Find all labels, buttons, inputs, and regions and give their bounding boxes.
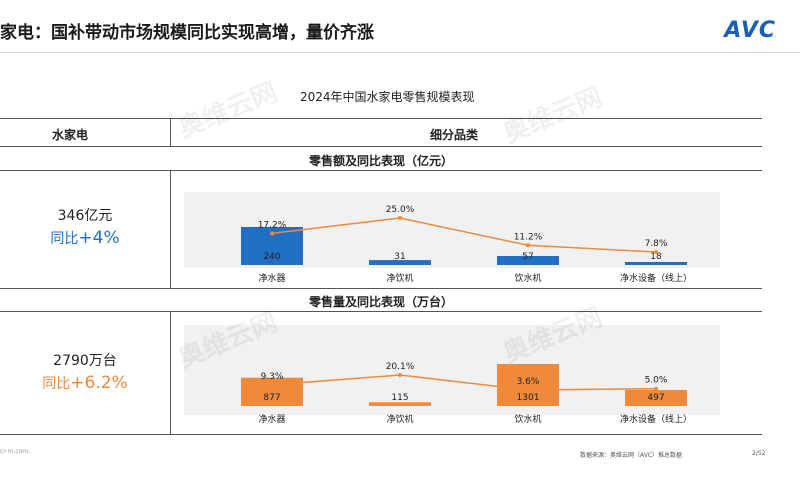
section-heading-sales-volume: 零售量及同比表现（万台）	[308, 295, 453, 309]
bar-value-label-4: 18	[650, 252, 662, 262]
footer-source: 数据来源：奥维云网（AVC）推总数据	[580, 452, 683, 459]
yoy-label-4: 7.8%	[645, 239, 668, 249]
page-number: 2/52	[752, 450, 766, 457]
table-bottom-rule	[0, 434, 762, 435]
bar-value-label-1: 877	[263, 393, 280, 403]
header-rule	[0, 146, 762, 147]
yoy-label-1: 9.3%	[261, 372, 284, 382]
category-label-1: 净水器	[258, 272, 285, 284]
yoy-growth-line	[271, 374, 657, 391]
section-heading-sales-value: 零售额及同比表现（亿元）	[308, 154, 453, 168]
sales-volume-yoy: 同比+6.2%	[0, 373, 170, 393]
bar-value-label-3: 1301	[517, 393, 540, 403]
header-column-divider	[170, 118, 171, 146]
bar-3	[497, 255, 559, 265]
yoy-point-2	[398, 216, 402, 220]
page-title: 家电：国补带动市场规模同比实现高增，量价齐涨	[0, 23, 374, 43]
bar-value-label-2: 115	[391, 393, 408, 403]
yoy-point-3	[526, 388, 530, 392]
bar-value-label-1: 240	[263, 252, 280, 262]
section2-top-rule	[0, 311, 762, 312]
yoy-point-4	[654, 250, 658, 254]
yoy-label-3: 3.6%	[517, 377, 540, 387]
category-label-4: 净水设备（线上）	[620, 272, 692, 284]
yoy-label-3: 11.2%	[514, 232, 543, 242]
section1-column-divider	[170, 170, 171, 288]
sales-volume-total: 2790万台	[53, 353, 117, 369]
sales-volume-chart: 877 115 1301 497 9.3% 20.1% 3.6% 5.0% 净水器 净饮机 饮水机 净…	[241, 362, 692, 425]
bar-4	[625, 262, 687, 265]
sales-volume-yoy-number: +6.2%	[70, 373, 128, 393]
bar-value-label-4: 497	[647, 393, 664, 403]
bar-1	[241, 377, 303, 406]
watermark: 奥维云网	[499, 82, 607, 150]
bar-2	[369, 260, 431, 265]
yoy-point-1	[270, 382, 274, 387]
column-header-left: 水家电	[52, 128, 89, 142]
bar-3	[497, 364, 559, 406]
category-label-1: 净水器	[258, 413, 285, 425]
table-top-rule	[0, 118, 762, 119]
sales-value-yoy-label: 同比	[50, 231, 79, 247]
section1-top-rule	[0, 170, 762, 171]
category-label-2: 净饮机	[386, 272, 413, 284]
footer-site: cr-m.com	[0, 448, 29, 455]
yoy-label-4: 5.0%	[645, 376, 668, 386]
category-label-3: 饮水机	[514, 272, 541, 284]
column-header-right: 细分品类	[430, 128, 479, 142]
yoy-label-2: 25.0%	[386, 205, 415, 215]
category-label-3: 饮水机	[514, 413, 541, 425]
header-divider	[0, 52, 800, 53]
yoy-label-1: 17.2%	[258, 220, 287, 230]
category-label-2: 净饮机	[386, 413, 413, 425]
section1-bottom-rule	[0, 288, 762, 289]
yoy-growth-line	[271, 217, 657, 253]
bar-4	[625, 389, 687, 406]
chart-title: 2024年中国水家电零售规模表现	[300, 90, 475, 104]
section2-column-divider	[170, 311, 171, 434]
watermark: 奥维云网	[174, 77, 282, 145]
bar-value-label-3: 57	[522, 252, 533, 262]
yoy-point-1	[270, 231, 274, 236]
category-label-4: 净水设备（线上）	[620, 413, 692, 425]
yoy-point-2	[398, 373, 402, 377]
sales-value-chart: 240 31 57 18 17.2% 25.0% 11.2% 7.8% 净水器 净饮机 饮水机 净水设…	[241, 205, 692, 284]
sales-volume-yoy-label: 同比	[42, 376, 71, 392]
bar-2	[369, 402, 431, 406]
yoy-point-4	[654, 386, 658, 391]
avc-logo: AVC	[724, 18, 776, 43]
yoy-point-3	[526, 243, 530, 248]
yoy-label-2: 20.1%	[386, 362, 415, 372]
bar-value-label-2: 31	[394, 252, 405, 262]
sales-value-yoy: 同比+4%	[0, 228, 170, 248]
sales-value-total: 346亿元	[57, 208, 113, 224]
sales-value-yoy-number: +4%	[78, 228, 120, 248]
